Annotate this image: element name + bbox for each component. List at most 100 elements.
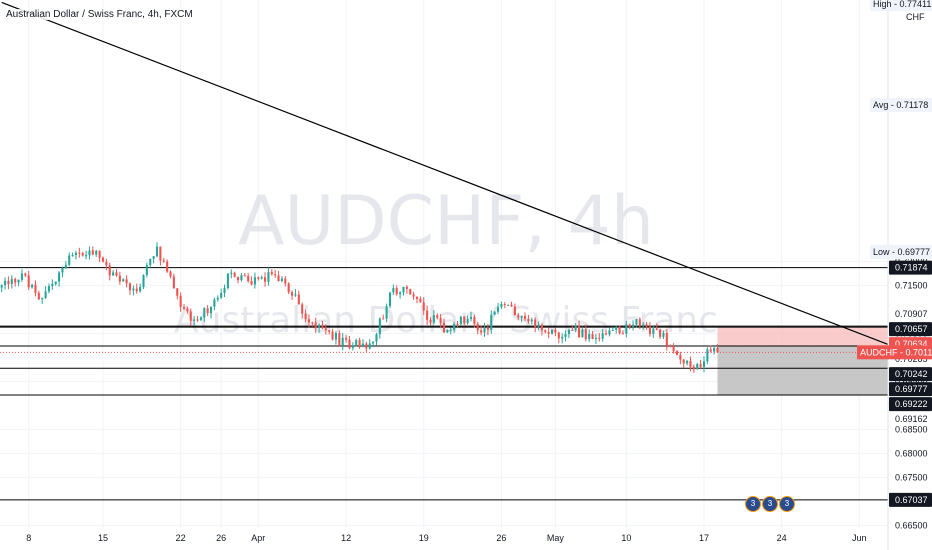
candle-body [270,272,273,275]
candle-body [206,308,209,314]
candle-body [422,302,425,311]
trendline[interactable] [1,1,890,346]
x-tick-label: 19 [419,533,429,543]
candle-body [436,315,439,318]
candle-body [122,279,125,282]
candle-body [135,288,138,292]
candle-body [540,324,543,331]
level-label-bg [889,307,932,322]
candle-body [608,330,611,335]
candle-body [125,279,128,284]
candle-body [301,304,304,314]
candle-body [496,307,500,312]
candle-body [142,275,145,288]
x-tick-label: Jun [852,533,867,543]
candle-body [196,319,199,321]
candle-body [530,319,533,322]
candle-body [152,256,155,259]
candle-body [682,359,685,364]
candle-body [37,292,40,300]
candle-body [662,332,665,337]
level-badge-label: 0.69777 [895,384,928,394]
avatar[interactable]: 3 [762,496,778,512]
candle-body [476,323,479,331]
candle-body [699,364,702,367]
candle-body [17,279,20,283]
candle-body [223,287,226,293]
level-badge[interactable] [889,367,932,382]
candle-body [314,322,317,329]
level-badge[interactable] [889,492,932,507]
candle-body [247,275,250,282]
candle-body [240,275,243,281]
candle-body [81,253,84,256]
candle-body [213,299,216,307]
avatar[interactable]: 3 [779,496,795,512]
candle-body [584,329,587,340]
candle-body [679,354,682,360]
level-badge[interactable] [889,397,932,412]
candles [0,242,888,373]
candle-body [655,328,658,330]
candle-body [186,308,189,312]
candle-body [44,291,47,299]
x-tick-label: 26 [216,533,226,543]
candle-body [510,304,513,307]
candle-body [534,319,537,328]
watermark-symbol: AUDCHF, 4h [238,182,654,261]
candle-body [236,276,240,281]
level-badge[interactable] [889,322,932,337]
candle-body [318,324,321,329]
candle-body [230,272,233,274]
level-badge[interactable] [889,260,932,275]
candle-body [483,327,486,333]
candle-body [500,304,503,308]
y-tick-label: 0.71500 [895,281,928,291]
candle-body [412,294,415,297]
candle-body [108,265,111,276]
candle-body [203,308,206,318]
candle-body [588,334,591,340]
candle-body [277,275,280,282]
candle-body [648,326,652,334]
avatar[interactable]: 3 [745,496,761,512]
level-value-label: 0.70907 [895,309,928,319]
candle-body [233,272,236,277]
candle-body [547,332,550,334]
level-badge[interactable] [889,382,932,397]
stat-label: High - 0.77411 [870,0,932,11]
candle-body [4,280,7,286]
candle-body [598,337,601,339]
y-axis[interactable]: 0.720000.715000.705000.700000.695000.685… [857,0,932,550]
descending-trendline[interactable] [1,1,890,346]
y-tick-label: 0.68000 [895,449,928,459]
symbol-watermark: AUDCHF, 4h Australian Dollar / Swiss Fra… [174,182,718,341]
candle-body [550,329,554,334]
position-tool[interactable] [717,327,890,395]
stop-loss-zone[interactable] [717,327,890,346]
candle-body [297,294,300,305]
x-tick-label: 8 [26,533,31,543]
candle-body [696,364,699,370]
candle-body [554,329,557,333]
y-tick-label: 0.69500 [895,377,928,387]
level-badge-label: 0.71874 [895,263,928,273]
symbol-title: Australian Dollar / Swiss Franc, 4h, FXC… [4,9,195,20]
x-tick-label: 22 [176,533,186,543]
x-tick-label: 10 [621,533,631,543]
candle-body [713,347,716,352]
candle-body [172,276,175,289]
stat-label: Avg - 0.71178 [870,98,932,112]
candle-body [399,292,402,295]
avatar-group[interactable]: 3 3 3 [745,496,795,512]
currency-label: CHF [906,12,925,22]
candle-body [176,288,179,296]
candle-body [149,258,152,266]
candle-body [716,347,719,353]
candle-body [287,283,290,293]
candle-body [7,280,10,285]
candle-body [382,318,385,320]
y-tick-label: 0.66500 [895,521,928,531]
candle-body [182,307,186,309]
